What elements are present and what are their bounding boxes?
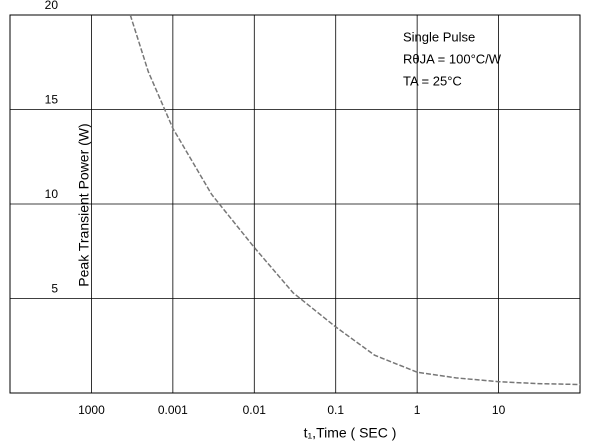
y-axis-title: Peak Transient Power (W) bbox=[76, 123, 92, 286]
x-tick-label: 1000 bbox=[78, 403, 105, 417]
x-tick-label: 0.01 bbox=[243, 403, 267, 417]
y-tick-label: 10 bbox=[45, 187, 59, 201]
plot-frame bbox=[9, 14, 581, 394]
y-tick-label: 20 bbox=[45, 0, 59, 12]
data-line bbox=[129, 14, 581, 386]
x-tick-label: 0.1 bbox=[327, 403, 344, 417]
annotation: RθJA = 100°C/W bbox=[403, 51, 502, 66]
y-tick-label: 15 bbox=[45, 93, 59, 107]
x-axis-title: t₁,Time ( SEC ) bbox=[304, 425, 397, 441]
x-tick-label: 0.001 bbox=[158, 403, 188, 417]
x-tick-label: 10 bbox=[492, 403, 506, 417]
x-tick-label: 1 bbox=[414, 403, 421, 417]
annotation: Single Pulse bbox=[403, 29, 475, 44]
annotation: TA = 25°C bbox=[403, 73, 462, 88]
y-tick-label: 5 bbox=[51, 282, 58, 296]
